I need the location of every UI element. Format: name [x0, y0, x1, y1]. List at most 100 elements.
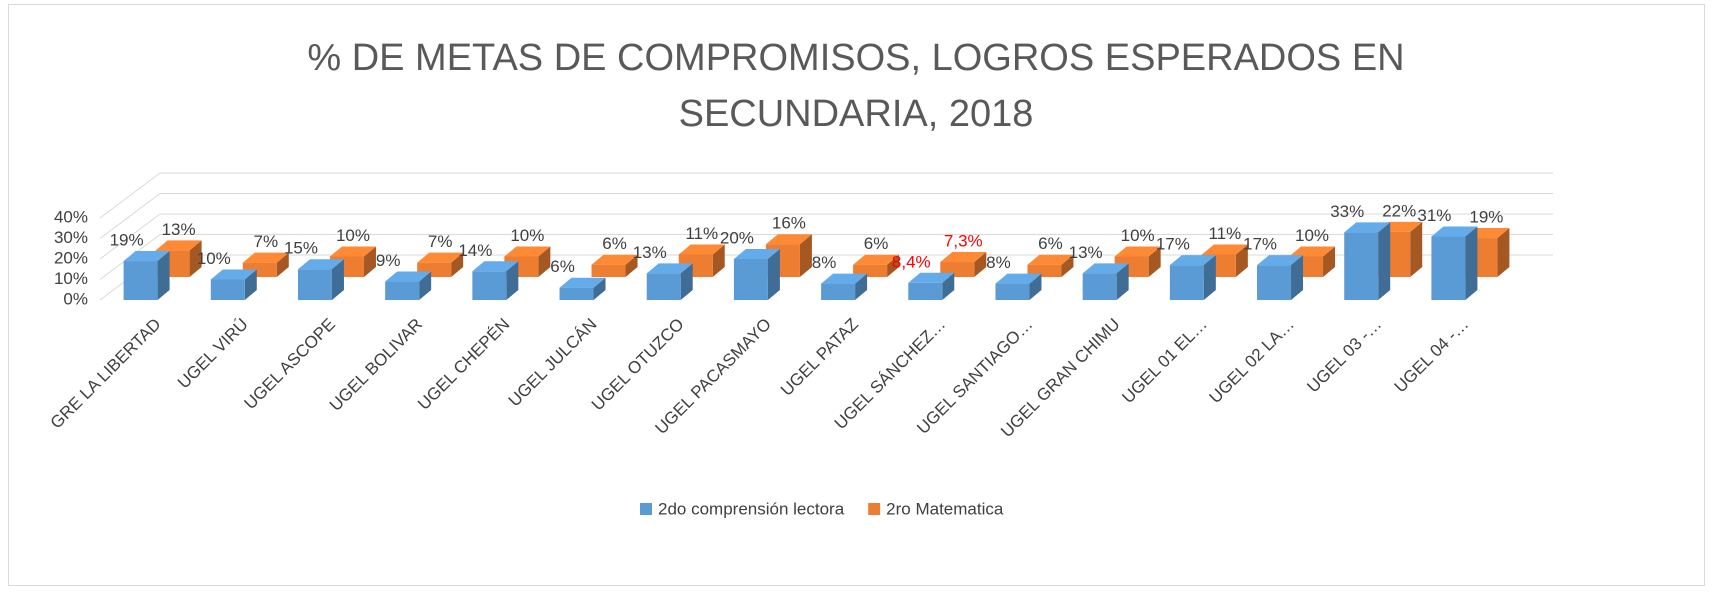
- x-tick-label: UGEL CHEPÉN: [414, 315, 513, 414]
- bar: [123, 261, 158, 300]
- bar-top: [1114, 246, 1161, 257]
- bar-group: [1169, 255, 1216, 300]
- bar-side: [625, 254, 638, 277]
- bar-side: [799, 234, 812, 277]
- bar-side: [363, 246, 376, 277]
- data-label: 11%: [685, 224, 718, 243]
- bar-side: [1497, 228, 1510, 277]
- bar-side: [1235, 244, 1248, 277]
- bar-side: [887, 254, 900, 277]
- bar-top: [1027, 254, 1074, 265]
- bar-side: [1203, 255, 1216, 300]
- bar: [995, 283, 1030, 300]
- bar-group: [1257, 255, 1304, 300]
- bar-side: [276, 252, 289, 277]
- bar-group: [297, 259, 344, 300]
- x-tick-label: UGEL 02 LA…: [1206, 315, 1298, 407]
- bar-top: [242, 252, 289, 263]
- bar-side: [244, 269, 257, 300]
- bar-side: [767, 249, 780, 300]
- data-label: 13%: [633, 243, 667, 262]
- bar-side: [506, 261, 519, 300]
- data-label: 8,4%: [892, 252, 931, 271]
- bar-group: [678, 244, 725, 277]
- bar-side: [1061, 254, 1074, 277]
- bar-group: [908, 272, 955, 300]
- data-label: 10%: [1121, 226, 1155, 245]
- grid-line-side: [99, 172, 161, 219]
- bar-group: [821, 273, 868, 300]
- data-label: 9%: [376, 251, 401, 270]
- data-label: 6%: [1038, 234, 1063, 253]
- bar-top: [329, 246, 376, 257]
- x-tick-label: UGEL VIRÚ: [174, 315, 252, 393]
- bar-top: [472, 261, 519, 272]
- data-label: 19%: [1469, 208, 1503, 227]
- bar-side: [855, 273, 868, 300]
- bar-top: [821, 273, 868, 284]
- data-label: 10%: [510, 226, 544, 245]
- data-label: 6%: [864, 234, 889, 253]
- bar: [297, 269, 332, 300]
- data-label: 17%: [1243, 235, 1277, 254]
- bar-side: [1291, 255, 1304, 300]
- bar-side: [1148, 246, 1161, 277]
- y-tick-label: 30%: [54, 228, 88, 247]
- bar-side: [157, 251, 170, 300]
- bar-side: [1029, 273, 1042, 300]
- bar-side: [1116, 263, 1129, 300]
- x-tick-label: UGEL PATAZ: [777, 315, 862, 400]
- bar-top: [155, 240, 202, 251]
- data-label: 8%: [986, 253, 1011, 272]
- data-label: 13%: [1069, 243, 1103, 262]
- bar-side: [451, 252, 464, 277]
- bar-group: [559, 277, 606, 300]
- bar: [472, 271, 507, 300]
- bar-top: [1169, 255, 1216, 266]
- bar-group: [123, 251, 170, 300]
- bar-top: [646, 263, 693, 274]
- bar-top: [417, 252, 464, 263]
- bar: [559, 287, 594, 300]
- bar-group: [472, 261, 519, 300]
- bar-side: [680, 263, 693, 300]
- bar-side: [538, 246, 551, 277]
- bar-top: [504, 246, 551, 257]
- bar-group: [1431, 226, 1478, 300]
- legend-swatch: [868, 503, 881, 515]
- bar: [646, 273, 681, 300]
- bar-top: [385, 271, 432, 282]
- data-label: 33%: [1330, 202, 1364, 221]
- bar-group: [995, 273, 1042, 300]
- bar-side: [1323, 246, 1336, 277]
- bar-side: [593, 277, 606, 300]
- bar: [1257, 265, 1292, 300]
- bar-group: [1082, 263, 1129, 300]
- bar-group: [646, 263, 693, 300]
- x-tick-label: UGEL 01 EL…: [1118, 315, 1210, 407]
- data-label: 17%: [1156, 235, 1190, 254]
- grid-line-side: [99, 193, 161, 239]
- x-tick-label: UGEL BOLIVAR: [326, 315, 426, 415]
- bar-top: [1082, 263, 1129, 274]
- grid-line-side: [99, 213, 161, 260]
- bar-top: [297, 259, 344, 270]
- bar-top: [995, 273, 1042, 284]
- bar-top: [591, 254, 638, 265]
- data-label: 7,3%: [944, 232, 983, 251]
- x-tick-label: UGEL OTUZCO: [588, 315, 688, 415]
- bar-side: [1465, 226, 1478, 300]
- data-label: 10%: [197, 249, 231, 268]
- bar: [591, 264, 626, 277]
- data-label: 7%: [253, 232, 278, 251]
- bar-side: [1378, 222, 1391, 300]
- data-label: 10%: [336, 226, 370, 245]
- bar-top: [940, 252, 987, 263]
- bar-side: [1410, 221, 1423, 277]
- bar-group: [1027, 254, 1074, 277]
- bar: [1344, 232, 1379, 300]
- data-label: 11%: [1208, 224, 1241, 243]
- bar-side: [419, 271, 432, 300]
